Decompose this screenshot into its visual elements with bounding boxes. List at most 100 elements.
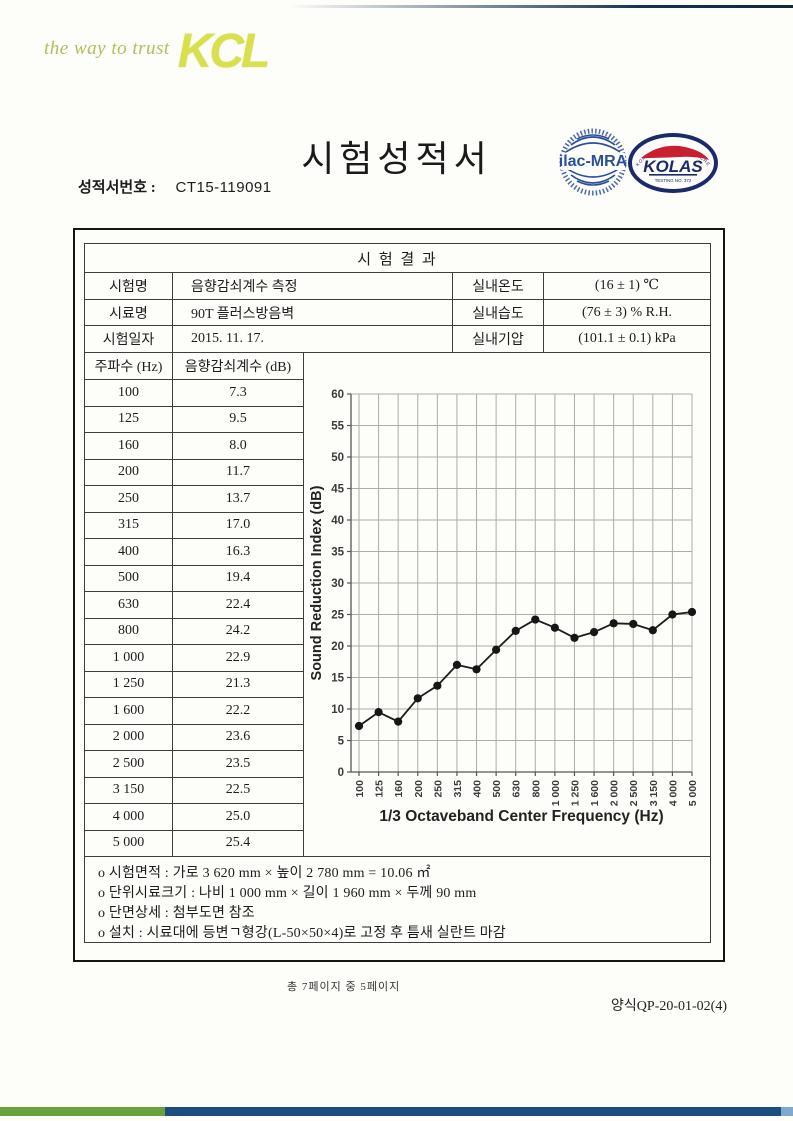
kolas-sub-text: TESTING NO. 372 xyxy=(655,178,692,183)
freq-cell-db: 22.5 xyxy=(225,782,251,798)
svg-text:1 000: 1 000 xyxy=(550,780,562,806)
info-value: (101.1 ± 0.1) kPa xyxy=(578,331,676,347)
freq-cell-db: 7.3 xyxy=(229,384,247,400)
info-row-sample-name: 시료명 90T 플러스방음벽 실내습도 (76 ± 3) % R.H. xyxy=(85,299,710,327)
test-info-grid: 시험명 음향감쇠계수 측정 실내온도 (16 ± 1) ℃ 시료명 90T 플러… xyxy=(85,273,710,354)
info-value: 2015. 11. 17. xyxy=(173,326,453,353)
frequency-column-header: 주파수 (Hz) xyxy=(85,353,173,379)
note-installation: o 설치 : 시료대에 등변ㄱ형강(L-50×50×4)로 고정 후 틈새 실란… xyxy=(98,926,506,941)
info-value: (76 ± 3) % R.H. xyxy=(581,304,673,320)
freq-row: 125 9.5 xyxy=(85,406,303,433)
freq-row: 3 150 22.5 xyxy=(85,777,303,804)
bottom-color-bar xyxy=(0,1107,793,1116)
svg-text:100: 100 xyxy=(354,780,366,798)
freq-cell-hz: 1 000 xyxy=(85,645,173,671)
svg-text:45: 45 xyxy=(331,484,344,496)
svg-text:15: 15 xyxy=(331,673,344,685)
freq-cell-hz: 250 xyxy=(85,486,173,512)
svg-text:160: 160 xyxy=(393,780,405,798)
svg-text:3 150: 3 150 xyxy=(648,780,660,806)
info-label: 실내기압 xyxy=(453,326,544,353)
svg-text:250: 250 xyxy=(432,780,444,798)
freq-row: 100 7.3 xyxy=(85,380,303,407)
svg-text:1 250: 1 250 xyxy=(569,780,581,806)
info-row-test-name: 시험명 음향감쇠계수 측정 실내온도 (16 ± 1) ℃ xyxy=(85,273,710,300)
freq-cell-db: 16.3 xyxy=(225,543,251,559)
kcl-logo-text: KCL xyxy=(177,25,271,78)
frequency-table-rows: 100 7.3 125 9.5 160 8.0 200 11.7 250 13.7 315 17.0 4… xyxy=(85,380,303,856)
svg-text:4 000: 4 000 xyxy=(667,780,679,806)
freq-cell-hz: 160 xyxy=(85,433,173,459)
freq-row: 630 22.4 xyxy=(85,592,303,619)
info-value: 90T 플러스방음벽 xyxy=(173,299,453,326)
chart-data-point xyxy=(687,607,697,617)
info-label: 실내습도 xyxy=(453,299,544,326)
chart-y-axis-label: Sound Reduction Index (dB) xyxy=(309,485,325,680)
report-number-label: 성적서번호 : xyxy=(78,180,156,196)
report-number-line: 성적서번호 : CT15-119091 xyxy=(78,176,272,197)
freq-row: 200 11.7 xyxy=(85,459,303,486)
freq-row: 2 500 23.5 xyxy=(85,751,303,778)
svg-text:0: 0 xyxy=(338,767,344,779)
notes-section: o 시험면적 : 가로 3 620 mm × 높이 2 780 mm = 10.… xyxy=(85,857,710,944)
kcl-brand-logo: the way to trust KCL xyxy=(44,25,271,78)
note-unit-sample-size: o 단위시료크기 : 나비 1 000 mm × 길이 1 960 mm × 두… xyxy=(98,886,477,901)
freq-cell-hz: 200 xyxy=(85,459,173,485)
svg-text:20: 20 xyxy=(331,641,344,653)
freq-cell-hz: 1 600 xyxy=(85,698,173,724)
results-outer-frame: 시 험 결 과 시험명 음향감쇠계수 측정 실내온도 (16 ± 1) ℃ 시료… xyxy=(73,228,725,962)
chart-data-point xyxy=(433,681,442,690)
ilac-text-band xyxy=(561,153,625,170)
chart-data-point xyxy=(609,619,618,628)
freq-cell-db: 25.0 xyxy=(225,808,251,824)
chart-data-point xyxy=(648,626,657,635)
freq-cell-db: 23.5 xyxy=(225,755,251,771)
info-label: 실내온도 xyxy=(453,273,544,299)
freq-cell-db: 23.6 xyxy=(225,729,251,745)
page-count-text: 총 7페이지 중 5페이지 xyxy=(287,981,401,993)
freq-row: 315 17.0 xyxy=(85,512,303,539)
chart-x-axis-label: 1/3 Octaveband Center Frequency (Hz) xyxy=(379,808,663,825)
info-label: 시료명 xyxy=(85,299,173,326)
bottom-bar-navy-segment xyxy=(165,1107,781,1116)
freq-cell-db: 22.4 xyxy=(225,596,251,612)
freq-cell-db: 9.5 xyxy=(229,411,247,427)
bottom-bar-green-segment xyxy=(0,1107,165,1116)
document-title: 시험성적서 xyxy=(301,138,492,179)
svg-text:5: 5 xyxy=(338,736,345,748)
svg-text:10: 10 xyxy=(331,704,344,716)
freq-cell-db: 22.9 xyxy=(225,649,251,665)
kolas-red-swoosh xyxy=(641,145,709,160)
svg-text:200: 200 xyxy=(413,780,425,798)
bottom-bar-light-segment xyxy=(781,1107,793,1116)
svg-text:5 000: 5 000 xyxy=(687,780,699,806)
freq-row: 250 13.7 xyxy=(85,486,303,513)
freq-cell-db: 21.3 xyxy=(225,676,251,692)
freq-cell-db: 24.2 xyxy=(225,623,251,639)
form-number-text: 양식QP-20-01-02(4) xyxy=(611,999,727,1014)
freq-cell-hz: 100 xyxy=(85,380,173,406)
info-value: 음향감쇠계수 측정 xyxy=(173,273,453,299)
freq-cell-hz: 5 000 xyxy=(85,830,173,856)
info-label: 시험명 xyxy=(85,273,173,299)
freq-cell-hz: 630 xyxy=(85,592,173,618)
svg-text:2 500: 2 500 xyxy=(628,780,640,806)
freq-cell-hz: 125 xyxy=(85,406,173,432)
kolas-text: KOLAS xyxy=(643,157,703,176)
freq-cell-hz: 315 xyxy=(85,512,173,538)
svg-text:55: 55 xyxy=(331,421,344,433)
freq-row: 800 24.2 xyxy=(85,618,303,645)
chart-data-point xyxy=(492,645,501,654)
freq-cell-hz: 1 250 xyxy=(85,671,173,697)
freq-row: 160 8.0 xyxy=(85,433,303,460)
brand-tagline: the way to trust xyxy=(44,38,170,59)
svg-text:25: 25 xyxy=(331,610,344,622)
freq-cell-db: 19.4 xyxy=(225,570,251,586)
freq-cell-hz: 4 000 xyxy=(85,804,173,830)
ilac-mra-certification-mark: ilac-MRA xyxy=(557,125,629,204)
freq-row: 2 000 23.6 xyxy=(85,724,303,751)
svg-text:35: 35 xyxy=(331,547,344,559)
ilac-mra-text: ilac-MRA xyxy=(559,153,628,170)
svg-text:315: 315 xyxy=(452,780,464,798)
